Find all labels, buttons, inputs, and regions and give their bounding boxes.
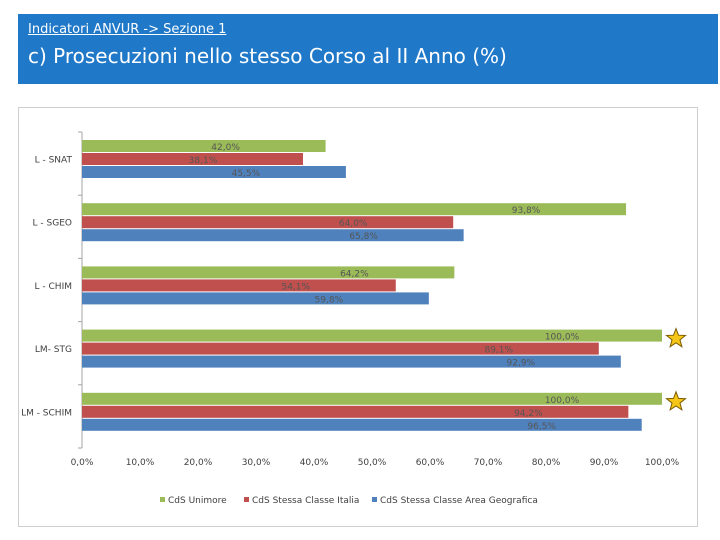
bar-cds-stessa-classe-area-geografica-lm-schim[interactable] [82, 418, 642, 431]
data-label-cds-unimore-l-snat: 42,0% [211, 143, 240, 153]
bar-cds-stessa-classe-area-geografica-lm-stg[interactable] [82, 355, 621, 368]
data-label-cds-stessa-classe-area-geografica-l-chim: 59,8% [315, 295, 344, 305]
bar-cds-stessa-classe-area-geografica-l-sgeo[interactable] [82, 229, 464, 242]
x-tick-label: 80,0% [532, 458, 561, 468]
data-label-cds-stessa-classe-area-geografica-l-sgeo: 65,8% [349, 232, 378, 242]
star-icon [665, 390, 687, 412]
bar-cds-unimore-lm-schim[interactable] [82, 392, 662, 405]
data-label-cds-stessa-classe-italia-lm-stg: 89,1% [484, 346, 513, 356]
bar-cds-stessa-classe-italia-l-snat[interactable] [82, 153, 303, 165]
category-label-l-snat: L - SNAT [35, 156, 73, 166]
x-tick-label: 10,0% [126, 458, 155, 468]
header-subtitle[interactable]: Indicatori ANVUR -> Sezione 1 [28, 22, 227, 37]
x-tick-label: 70,0% [474, 458, 503, 468]
category-label-l-sgeo: L - SGEO [33, 219, 72, 229]
x-tick-label: 100,0% [645, 458, 680, 468]
legend-swatch-cds-stessa-classe-italia [244, 497, 249, 502]
bar-cds-unimore-l-chim[interactable] [82, 266, 455, 279]
bar-cds-unimore-l-sgeo[interactable] [82, 203, 627, 216]
x-tick-label: 20,0% [184, 458, 213, 468]
data-label-cds-unimore-lm-schim: 100,0% [545, 396, 580, 406]
bar-cds-unimore-l-snat[interactable] [82, 140, 326, 152]
bar-cds-stessa-classe-italia-lm-schim[interactable] [82, 405, 629, 418]
bar-cds-stessa-classe-italia-lm-stg[interactable] [82, 342, 599, 355]
legend-swatch-cds-unimore [160, 497, 165, 502]
data-label-cds-unimore-l-chim: 64,2% [340, 269, 369, 279]
bar-cds-stessa-classe-italia-l-chim[interactable] [82, 279, 396, 292]
bar-cds-unimore-lm-stg[interactable] [82, 329, 662, 342]
x-tick-label: 90,0% [590, 458, 619, 468]
legend-entry-cds-unimore[interactable]: CdS Unimore [168, 496, 227, 506]
page-title: c) Prosecuzioni nello stesso Corso al II… [28, 44, 507, 68]
bar-cds-stessa-classe-italia-l-sgeo[interactable] [82, 216, 454, 229]
data-label-cds-stessa-classe-area-geografica-lm-schim: 96,5% [527, 422, 556, 432]
data-label-cds-stessa-classe-italia-lm-schim: 94,2% [514, 409, 543, 419]
x-tick-label: 60,0% [416, 458, 445, 468]
data-label-cds-unimore-lm-stg: 100,0% [545, 333, 580, 343]
x-tick-label: 50,0% [358, 458, 387, 468]
header-banner: Indicatori ANVUR -> Sezione 1 c) Prosecu… [18, 14, 718, 84]
data-label-cds-stessa-classe-italia-l-sgeo: 64,0% [339, 219, 368, 229]
x-tick-label: 30,0% [242, 458, 271, 468]
category-label-lm-stg: LM- STG [35, 345, 72, 355]
legend-entry-cds-stessa-classe-area-geografica[interactable]: CdS Stessa Classe Area Geografica [380, 496, 538, 506]
legend-entry-cds-stessa-classe-italia[interactable]: CdS Stessa Classe Italia [252, 496, 359, 506]
bar-cds-stessa-classe-area-geografica-l-chim[interactable] [82, 292, 429, 305]
bar-cds-stessa-classe-area-geografica-l-snat[interactable] [82, 166, 346, 178]
data-label-cds-stessa-classe-italia-l-chim: 54,1% [281, 282, 310, 292]
data-label-cds-stessa-classe-area-geografica-l-snat: 45,5% [232, 169, 261, 179]
x-tick-label: 0,0% [71, 458, 94, 468]
chart-frame [18, 107, 698, 527]
data-label-cds-stessa-classe-area-geografica-lm-stg: 92,9% [507, 359, 536, 369]
category-label-lm-schim: LM - SCHIM [21, 408, 72, 418]
legend-swatch-cds-stessa-classe-area-geografica [372, 497, 377, 502]
x-tick-label: 40,0% [300, 458, 329, 468]
data-label-cds-unimore-l-sgeo: 93,8% [512, 206, 541, 216]
data-label-cds-stessa-classe-italia-l-snat: 38,1% [189, 156, 218, 166]
category-label-l-chim: L - CHIM [35, 282, 72, 292]
star-icon [665, 327, 687, 348]
